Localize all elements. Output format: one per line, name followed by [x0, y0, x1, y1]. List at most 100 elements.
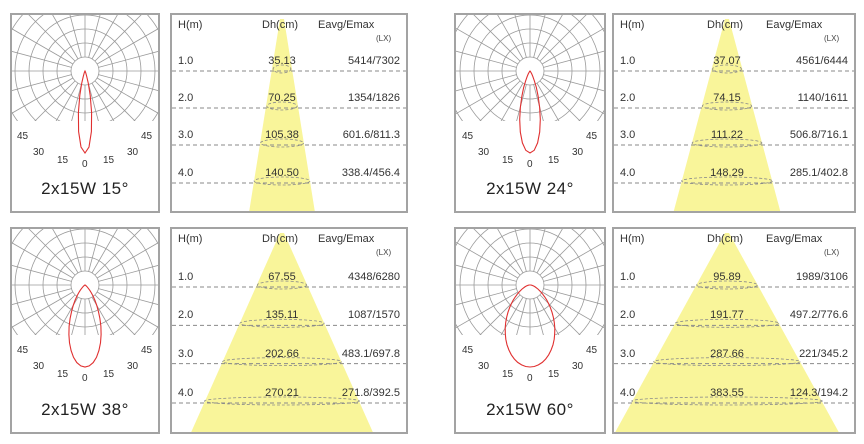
polar-spoke: [94, 294, 136, 335]
header-illuminance: Eavg/Emax: [318, 19, 375, 31]
cell-height: 1.0: [178, 55, 194, 67]
beam-footprint: [253, 176, 311, 186]
cell-illuminance: 601.6/811.3: [342, 129, 400, 141]
beam-footprint: [222, 357, 342, 367]
polar-spoke: [473, 15, 521, 62]
header-unit: (LX): [824, 248, 840, 257]
polar-angle-label: 45: [586, 131, 598, 142]
polar-angle-label: 30: [33, 361, 45, 372]
polar-spoke: [536, 82, 560, 121]
polar-spoke: [98, 74, 158, 91]
polar-spoke: [12, 291, 74, 328]
polar-angle-label: 15: [57, 155, 69, 166]
header-height: H(m): [620, 233, 645, 245]
header-illuminance: Eavg/Emax: [766, 233, 823, 245]
polar-spoke: [514, 15, 527, 58]
illuminance-table: H(m) Dh(cm) Eavg/Emax (LX) 1.0 35.13 5414/7302…: [170, 13, 408, 213]
polar-angle-label: 30: [572, 361, 584, 372]
polar-spoke: [539, 229, 587, 276]
polar-angle-label: 30: [478, 147, 490, 158]
polar-spoke: [539, 80, 581, 121]
beam-footprint: [712, 64, 742, 74]
polar-spoke: [541, 241, 604, 279]
cell-diameter: 135.11: [265, 309, 299, 322]
cell-height: 3.0: [178, 129, 194, 141]
polar-spoke: [91, 82, 115, 121]
polar-spoke: [88, 298, 99, 335]
cell-illuminance: 4348/6280: [348, 271, 400, 283]
cell-height: 2.0: [620, 309, 636, 322]
polar-spoke: [34, 80, 76, 121]
header-unit: (LX): [824, 34, 840, 43]
polar-angle-label: 15: [103, 155, 115, 166]
polar-angle-label: 15: [548, 155, 560, 166]
polar-grid: [12, 15, 158, 154]
polar-angle-label: 45: [17, 131, 29, 142]
polar-spoke: [28, 229, 76, 276]
polar-diagram: 45 45 30 30 15 15 0 2x15W 60°: [454, 227, 606, 434]
polar-spoke: [98, 265, 158, 282]
beam-footprint: [696, 280, 758, 290]
cell-illuminance: 271.8/392.5: [341, 387, 400, 399]
light-distribution-curve: [504, 284, 556, 368]
beam-footprint: [256, 280, 308, 290]
polar-spoke: [12, 242, 74, 279]
polar-spoke: [96, 291, 158, 328]
header-height: H(m): [178, 233, 203, 245]
beam-footprint: [239, 318, 325, 328]
polar-spoke: [96, 77, 158, 114]
beam-footprint: [691, 138, 763, 148]
beam-footprint: [631, 396, 823, 406]
cell-height: 3.0: [178, 347, 194, 360]
illuminance-table: H(m) Dh(cm) Eavg/Emax (LX) 1.0 37.07 4561/6444…: [612, 13, 856, 213]
polar-angle-label: 15: [502, 369, 514, 380]
beam-cone-shape: [191, 233, 373, 432]
light-distribution-curve: [68, 284, 102, 368]
polar-angle-label: 45: [141, 345, 153, 356]
polar-spoke: [94, 80, 136, 121]
header-diameter: Dh(cm): [262, 233, 299, 245]
cell-illuminance: 1087/1570: [348, 309, 400, 322]
polar-spoke: [536, 229, 563, 274]
polar-spoke: [88, 15, 101, 58]
polar-spoke: [533, 229, 546, 272]
polar-angle-label: 30: [478, 361, 490, 372]
cell-diameter: 95.89: [713, 271, 741, 283]
polar-spoke: [456, 77, 519, 115]
cell-illuminance: 506.8/716.1: [789, 129, 848, 141]
module-caption: 2x15W 60°: [486, 400, 574, 419]
beam-cone-shape: [249, 19, 315, 211]
polar-spoke: [96, 28, 158, 65]
polar-spoke: [28, 15, 76, 62]
cell-height: 3.0: [620, 347, 636, 360]
beam-cone-shape: [673, 19, 781, 211]
cell-illuminance: 497.2/776.6: [789, 309, 848, 322]
header-illuminance: Eavg/Emax: [766, 19, 823, 31]
polar-spoke: [12, 74, 72, 91]
polar-spoke: [69, 15, 82, 58]
beam-footprint: [272, 64, 292, 74]
header-height: H(m): [620, 19, 645, 31]
cell-illuminance: 1140/1611: [797, 92, 848, 104]
polar-spoke: [96, 242, 158, 279]
header-unit: (LX): [376, 248, 392, 257]
polar-spoke: [533, 84, 544, 121]
cell-height: 4.0: [620, 387, 636, 399]
polar-spoke: [34, 294, 76, 335]
light-distribution-curve: [77, 69, 93, 154]
polar-spoke: [52, 15, 79, 60]
cell-diameter: 202.66: [265, 347, 299, 360]
polar-spoke: [516, 298, 527, 335]
polar-spoke: [12, 288, 72, 305]
header-diameter: Dh(cm): [707, 233, 744, 245]
cell-illuminance: 5414/7302: [348, 55, 400, 67]
header-diameter: Dh(cm): [262, 19, 299, 31]
module-caption: 2x15W 24°: [486, 179, 574, 198]
header-illuminance: Eavg/Emax: [318, 233, 375, 245]
polar-spoke: [541, 291, 604, 329]
polar-spoke: [456, 291, 519, 329]
cell-height: 1.0: [620, 55, 636, 67]
beam-footprint: [681, 176, 773, 186]
cell-diameter: 111.22: [710, 129, 743, 141]
polar-spoke: [456, 264, 517, 282]
